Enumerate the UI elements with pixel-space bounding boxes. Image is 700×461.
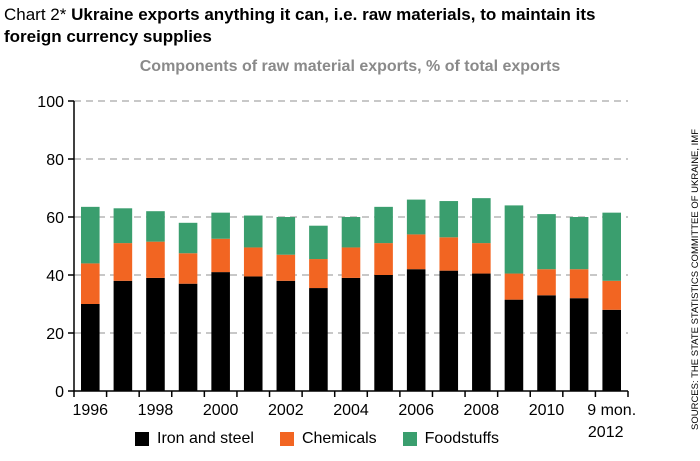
bar-segment [374,206,393,244]
bar-segment [374,275,393,391]
bar-segment [537,214,556,270]
x-tick-label: 2006 [398,402,434,419]
bar-segment [439,237,459,271]
bar-segment [602,212,621,281]
bar-segment [309,259,328,289]
bar-segment [504,273,524,300]
x-tick-label: 2002 [268,402,304,419]
legend-label-foodstuffs: Foodstuffs [424,430,500,447]
bar-segment [81,304,100,391]
bar-segment [569,217,589,270]
bar-segment [178,253,198,284]
bar-segment [243,276,263,391]
bar-segment [602,280,621,310]
y-tick-label: 40 [46,268,64,285]
bar-segment [178,283,198,391]
x-tick-sublabel: 2012 [588,424,624,441]
bar-segment [113,208,133,244]
bar-segment [309,288,328,391]
legend: Iron and steel Chemicals Foodstuffs [135,430,525,448]
y-tick-label: 60 [46,210,64,227]
source-note: SOURCES: THE STATE STATISTICS COMMITTEE … [690,128,700,430]
bar-segment [178,222,198,254]
bar-segment [537,269,556,296]
x-tick-label: 2004 [333,402,369,419]
chart-number: Chart 2* [4,5,67,24]
bar-segment [146,241,165,278]
bar-segment [341,277,361,391]
bar-segment [439,270,459,391]
bar-segment [146,277,165,391]
bar-segment [81,263,100,304]
legend-item-foodstuffs: Foodstuffs [402,430,500,448]
bar-segment [309,225,328,260]
bar-segment [276,217,296,255]
x-tick-label: 1996 [72,402,108,419]
bar-segment [504,205,524,274]
bar-segment [472,243,491,274]
bar-segment [472,198,491,244]
bar-segment [406,234,426,270]
y-tick-label: 80 [46,152,64,169]
x-tick-label: 2008 [464,402,500,419]
bar-segment [472,273,491,391]
bar-segment [243,247,263,277]
bar-segment [341,247,361,278]
legend-label-iron-steel: Iron and steel [157,430,254,447]
x-tick-label: 9 mon. [587,402,636,419]
bar-segment [146,211,165,242]
bar-segment [569,298,589,391]
bar-segment [504,299,524,391]
legend-swatch-chemicals [279,432,294,446]
bar-segment [276,254,296,281]
bar-segment [406,269,426,391]
bar-segment [243,215,263,248]
legend-swatch-iron-steel [135,432,149,446]
y-tick-label: 0 [55,384,64,401]
bar-segment [439,201,459,238]
bar-segment [341,217,361,248]
chart-heading: Chart 2* Ukraine exports anything it can… [4,4,644,48]
x-tick-label: 2010 [529,402,565,419]
bar-segment [81,206,100,264]
bar-segment [211,272,230,391]
bar-segment [406,199,426,235]
bar-segment [113,243,133,281]
y-tick-label: 20 [46,326,64,343]
chart-subtitle: Components of raw material exports, % of… [139,58,561,75]
x-tick-label: 1998 [138,402,174,419]
bar-segment [276,280,296,391]
bar-segment [374,243,393,275]
bar-segment [569,269,589,299]
legend-item-chemicals: Chemicals [279,430,377,448]
chart-title: Ukraine exports anything it can, i.e. ra… [4,5,596,46]
legend-item-iron-steel: Iron and steel [135,430,254,448]
bar-segment [211,238,230,273]
legend-label-chemicals: Chemicals [301,430,377,447]
legend-swatch-foodstuffs [402,432,417,446]
bar-segment [537,295,556,391]
bar-segment [211,212,230,239]
y-tick-label: 100 [37,94,64,111]
bar-segment [113,280,133,391]
bar-segment [602,309,621,391]
x-tick-label: 2000 [203,402,239,419]
